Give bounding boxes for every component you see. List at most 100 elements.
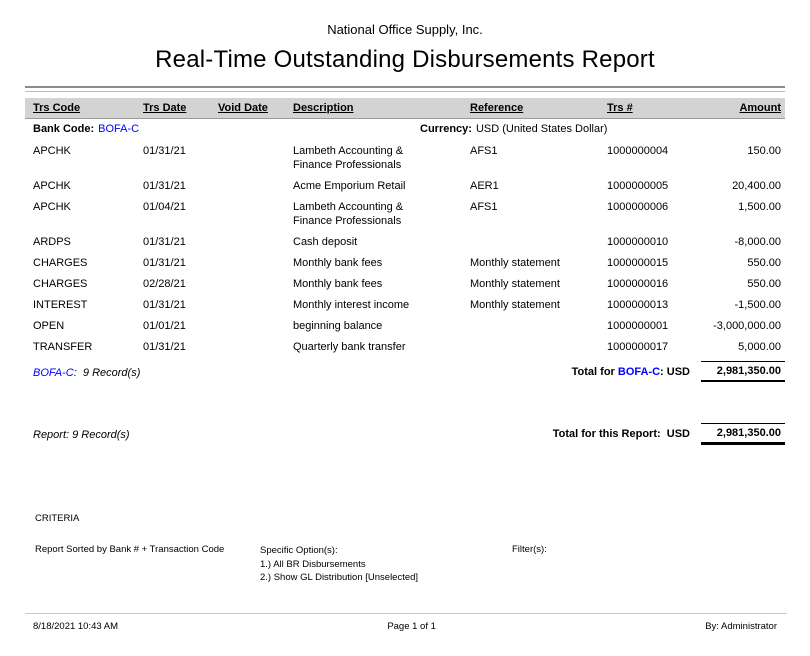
criteria-options-label: Specific Option(s): <box>260 545 338 556</box>
table-row: TRANSFER 01/31/21 Quarterly bank transfe… <box>25 340 785 354</box>
table-row: APCHK 01/31/21 Lambeth Accounting & Fina… <box>25 144 785 172</box>
report-total-amount: 2,981,350.00 <box>701 423 785 445</box>
cell-trs-date: 01/31/21 <box>143 341 186 353</box>
bank-code-link[interactable]: BOFA-C <box>617 365 661 378</box>
table-row: APCHK 01/04/21 Lambeth Accounting & Fina… <box>25 200 785 228</box>
currency-label: Currency: <box>420 123 472 135</box>
table-row: CHARGES 01/31/21 Monthly bank fees Month… <box>25 256 785 270</box>
cell-amount: 150.00 <box>747 145 781 157</box>
bank-total-label: Total for BOFA-C: USD <box>572 366 690 378</box>
cell-description: Acme Emporium Retail <box>293 180 406 192</box>
cell-trs-number: 1000000010 <box>607 236 669 248</box>
cell-trs-code: TRANSFER <box>33 341 93 353</box>
cell-trs-date: 02/28/21 <box>143 278 186 290</box>
cell-trs-code: APCHK <box>33 180 71 192</box>
cell-trs-code: INTEREST <box>33 299 88 311</box>
cell-description: Monthly bank fees <box>293 278 383 290</box>
cell-trs-date: 01/01/21 <box>143 320 186 332</box>
report-record-count: Report: 9 Record(s) <box>33 429 130 441</box>
report-body: Trs Code Trs Date Void Date Description … <box>25 86 785 445</box>
cell-description: Monthly interest income <box>293 299 410 311</box>
bank-total-row: BOFA-C: 9 Record(s) Total for BOFA-C: US… <box>25 361 785 382</box>
cell-trs-number: 1000000004 <box>607 145 669 157</box>
cell-trs-code: OPEN <box>33 320 65 332</box>
table-row: INTEREST 01/31/21 Monthly interest incom… <box>25 298 785 312</box>
cell-trs-date: 01/31/21 <box>143 299 186 311</box>
cell-reference: Monthly statement <box>470 299 560 311</box>
cell-trs-number: 1000000017 <box>607 341 669 353</box>
criteria-details: Report Sorted by Bank # + Transaction Co… <box>25 544 787 596</box>
cell-description: Monthly bank fees <box>293 257 383 269</box>
col-header-reference: Reference <box>470 102 524 114</box>
currency-value: USD (United States Dollar) <box>475 123 608 135</box>
cell-description: Cash deposit <box>293 236 358 248</box>
cell-amount: 5,000.00 <box>738 341 781 353</box>
cell-amount: 550.00 <box>747 278 781 290</box>
table-body: APCHK 01/31/21 Lambeth Accounting & Fina… <box>25 144 785 354</box>
cell-reference: AFS1 <box>470 145 498 157</box>
bank-code-label: Bank Code: <box>33 123 95 135</box>
cell-trs-code: ARDPS <box>33 236 71 248</box>
col-header-void-date: Void Date <box>218 102 268 114</box>
bank-record-count: BOFA-C: 9 Record(s) <box>25 367 140 379</box>
cell-trs-date: 01/31/21 <box>143 257 186 269</box>
cell-description: Lambeth Accounting & Finance Professiona… <box>293 201 404 227</box>
cell-reference: Monthly statement <box>470 278 560 290</box>
cell-trs-date: 01/31/21 <box>143 180 186 192</box>
criteria-option: 1.) All BR Disbursements <box>260 558 366 570</box>
page-footer: 8/18/2021 10:43 AM Page 1 of 1 By: Admin… <box>25 613 787 632</box>
bank-total-amount: 2,981,350.00 <box>701 361 785 382</box>
cell-trs-date: 01/31/21 <box>143 236 186 248</box>
cell-trs-number: 1000000001 <box>607 320 669 332</box>
cell-trs-number: 1000000005 <box>607 180 669 192</box>
criteria-sort: Report Sorted by Bank # + Transaction Co… <box>35 544 225 555</box>
bank-total-label-suffix: : USD <box>660 365 690 378</box>
footer-datetime: 8/18/2021 10:43 AM <box>33 621 119 632</box>
company-name: National Office Supply, Inc. <box>327 22 483 37</box>
cell-description: beginning balance <box>293 320 383 332</box>
col-header-description: Description <box>293 102 354 114</box>
cell-amount: -1,500.00 <box>734 299 781 311</box>
report-total-group: Total for this Report: USD 2,981,350.00 <box>553 423 785 445</box>
cell-reference: Monthly statement <box>470 257 560 269</box>
criteria-heading: CRITERIA <box>35 513 80 524</box>
bank-code-link[interactable]: BOFA-C <box>98 123 140 135</box>
cell-trs-code: APCHK <box>33 201 71 213</box>
cell-trs-date: 01/04/21 <box>143 201 186 213</box>
footer-user: By: Administrator <box>705 621 777 632</box>
cell-trs-number: 1000000016 <box>607 278 669 290</box>
bank-total-group: Total for BOFA-C: USD 2,981,350.00 <box>572 361 785 382</box>
currency-group: Currency: USD (United States Dollar) <box>420 123 607 135</box>
cell-reference: AFS1 <box>470 201 498 213</box>
cell-trs-code: CHARGES <box>33 257 88 269</box>
bank-total-label-prefix: Total for <box>571 365 618 378</box>
cell-reference: AER1 <box>470 180 499 192</box>
table-row: ARDPS 01/31/21 Cash deposit 1000000010 -… <box>25 235 785 249</box>
bank-group-header: Bank Code: BOFA-C Currency: USD (United St… <box>25 119 785 135</box>
cell-description: Quarterly bank transfer <box>293 341 406 353</box>
cell-trs-date: 01/31/21 <box>143 145 186 157</box>
criteria-section: CRITERIA Report Sorted by Bank # + Trans… <box>25 513 787 596</box>
cell-trs-number: 1000000006 <box>607 201 669 213</box>
cell-trs-code: APCHK <box>33 145 71 157</box>
table-row: CHARGES 02/28/21 Monthly bank fees Month… <box>25 277 785 291</box>
footer-page-number: Page 1 of 1 <box>387 621 436 632</box>
cell-amount: 20,400.00 <box>732 180 781 192</box>
cell-trs-number: 1000000013 <box>607 299 669 311</box>
cell-amount: 1,500.00 <box>738 201 781 213</box>
cell-amount: 550.00 <box>747 257 781 269</box>
cell-trs-code: CHARGES <box>33 278 88 290</box>
bank-code-link[interactable]: BOFA-C <box>33 367 74 379</box>
title-divider <box>25 86 785 92</box>
table-header-row: Trs Code Trs Date Void Date Description … <box>25 98 785 119</box>
col-header-trs-code: Trs Code <box>33 102 81 114</box>
report-total-label: Total for this Report: USD <box>552 428 690 440</box>
col-header-trs-date: Trs Date <box>143 102 187 114</box>
table-row: APCHK 01/31/21 Acme Emporium Retail AER1… <box>25 179 785 193</box>
table-row: OPEN 01/01/21 beginning balance 10000000… <box>25 319 785 333</box>
report-total-row: Report: 9 Record(s) Total for this Repor… <box>25 423 785 445</box>
bank-record-count-text: : 9 Record(s) <box>73 367 141 379</box>
criteria-filters-label: Filter(s): <box>512 544 547 555</box>
page-title: Real-Time Outstanding Disbursements Repo… <box>155 46 655 73</box>
criteria-option: 2.) Show GL Distribution [Unselected] <box>260 572 419 583</box>
